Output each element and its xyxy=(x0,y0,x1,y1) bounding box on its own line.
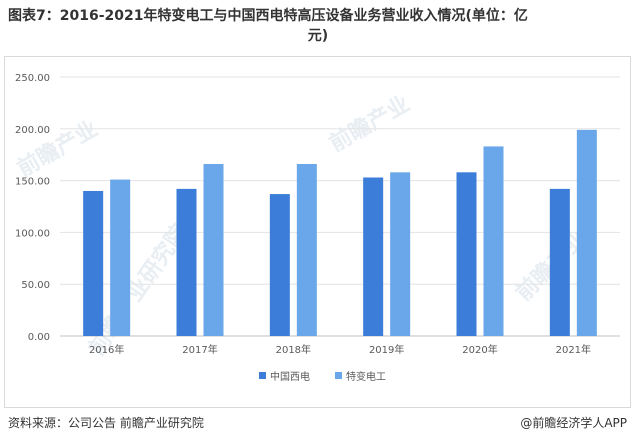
chart-title-line-1: 图表7：2016-2021年特变电工与中国西电特高压设备业务营业收入情况(单位：… xyxy=(8,8,528,24)
x-tick-label: 2017年 xyxy=(182,343,217,356)
chart-area: 前瞻产业前瞻产业前瞻产业研究院前瞻产业0.0050.00100.00150.00… xyxy=(4,56,631,408)
x-tick-label: 2021年 xyxy=(556,343,591,356)
watermark-text: 前瞻产业 xyxy=(325,91,414,158)
chart-title: 图表7：2016-2021年特变电工与中国西电特高压设备业务营业收入情况(单位：… xyxy=(8,6,628,46)
y-tick-label: 0.00 xyxy=(28,332,50,343)
y-tick-label: 150.00 xyxy=(15,177,50,188)
brand-credit: @前瞻经济学人APP xyxy=(520,416,627,430)
y-tick-label: 100.00 xyxy=(15,228,50,239)
y-tick-label: 200.00 xyxy=(15,125,50,136)
y-tick-label: 250.00 xyxy=(15,73,50,84)
bar-xidian-2 xyxy=(269,194,290,336)
bar-xidian-0 xyxy=(83,190,104,336)
x-tick-label: 2020年 xyxy=(462,343,497,356)
legend-label: 中国西电 xyxy=(270,370,310,383)
x-tick-label: 2016年 xyxy=(89,343,124,356)
legend-swatch xyxy=(335,372,342,379)
bar-chart: 前瞻产业前瞻产业前瞻产业研究院前瞻产业0.0050.00100.00150.00… xyxy=(13,73,620,383)
bar-tbea-0 xyxy=(110,179,131,336)
bar-tbea-2 xyxy=(296,164,317,336)
x-tick-label: 2019年 xyxy=(369,343,404,356)
bar-tbea-4 xyxy=(483,146,504,336)
bar-xidian-3 xyxy=(363,177,384,336)
chart-title-line-2: 元) xyxy=(307,28,329,44)
bar-tbea-5 xyxy=(576,129,597,336)
source-note: 资料来源：公司公告 前瞻产业研究院 xyxy=(8,416,204,430)
bar-tbea-3 xyxy=(390,172,411,336)
x-tick-label: 2018年 xyxy=(276,343,311,356)
legend-swatch xyxy=(259,372,266,379)
bar-xidian-1 xyxy=(176,188,197,336)
bar-xidian-5 xyxy=(549,188,570,336)
bar-xidian-4 xyxy=(456,172,477,336)
legend-label: 特变电工 xyxy=(346,370,386,383)
y-tick-label: 50.00 xyxy=(21,280,50,291)
bar-tbea-1 xyxy=(203,164,224,336)
